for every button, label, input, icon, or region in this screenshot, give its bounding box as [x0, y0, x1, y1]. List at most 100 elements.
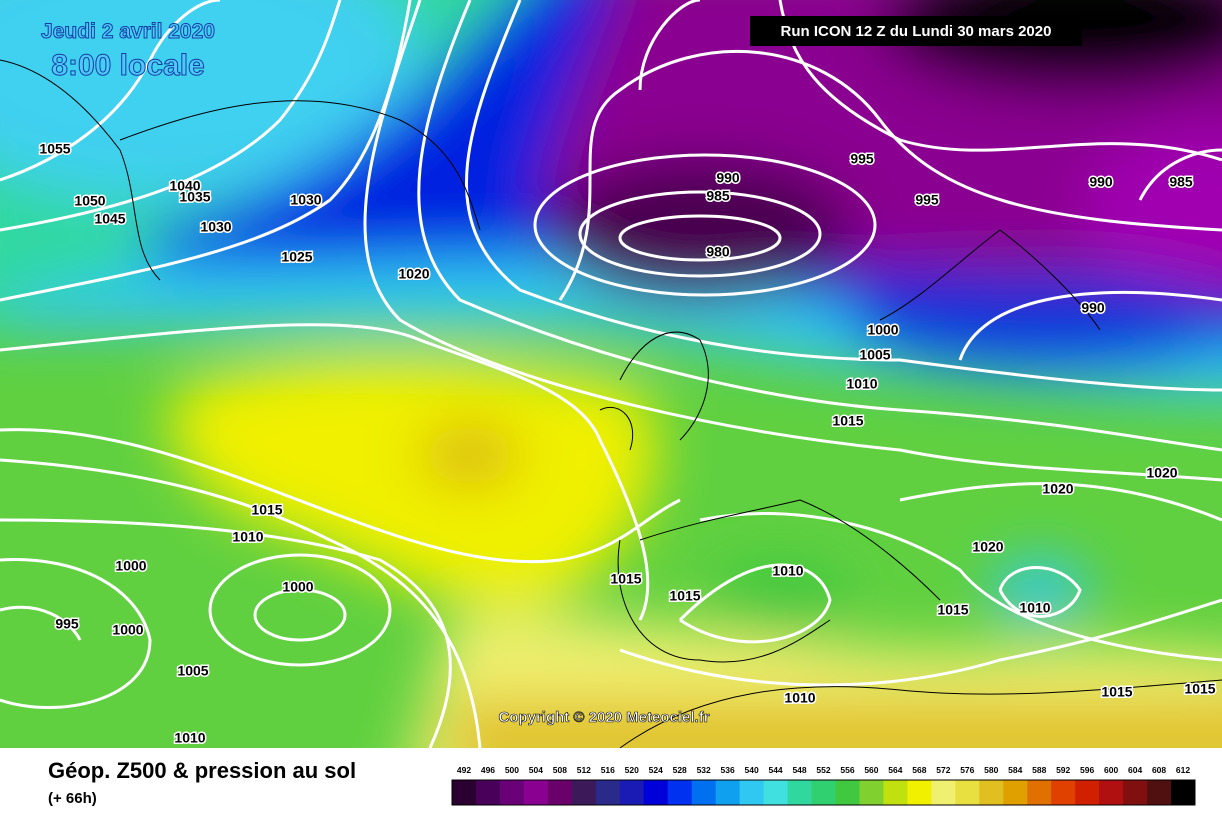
isobar-label: 1005 [177, 663, 208, 679]
colorbar-label: 556 [840, 765, 854, 775]
color-swatch [1123, 780, 1148, 805]
colorbar-frame [451, 779, 1196, 806]
date: Jeudi 2 avril 2020 [41, 20, 215, 43]
isobar-label: 985 [1169, 174, 1193, 190]
isobar-label: 1030 [290, 192, 321, 208]
isobar-label: 1020 [1042, 481, 1073, 497]
colorbar-label: 604 [1128, 765, 1142, 775]
isobar-label: 1020 [1146, 465, 1177, 481]
colorbar-label: 608 [1152, 765, 1166, 775]
color-swatch [907, 780, 932, 805]
colorbar-label: 536 [721, 765, 735, 775]
color-swatch [715, 780, 741, 805]
isobar-label: 1015 [610, 571, 641, 587]
colorbar-label: 572 [936, 765, 950, 775]
colorbar-label: 500 [505, 765, 519, 775]
color-swatch [452, 780, 477, 805]
isobar-label: 1025 [281, 249, 312, 265]
colorbar-label: 504 [529, 765, 543, 775]
colorbar-label: 520 [625, 765, 639, 775]
isobar-label: 1045 [94, 211, 125, 227]
color-swatch [1051, 780, 1076, 805]
colorbar-label: 512 [577, 765, 591, 775]
color-swatch [595, 780, 621, 805]
colorbar-label: 600 [1104, 765, 1118, 775]
isobar-label: 1030 [200, 219, 231, 235]
color-swatch [739, 780, 765, 805]
color-swatch [955, 780, 980, 805]
isobar-label: 1015 [1101, 684, 1132, 700]
isobar-label: 1015 [832, 413, 863, 429]
color-swatch [523, 780, 549, 805]
isobar-label: 1020 [972, 539, 1003, 555]
colorbar-label: 588 [1032, 765, 1046, 775]
isobar-label: 1005 [859, 347, 890, 363]
isobar-label: 995 [55, 616, 79, 632]
colorbar-label: 552 [816, 765, 830, 775]
colorbar-label: 592 [1056, 765, 1070, 775]
colorbar-label: 576 [960, 765, 974, 775]
color-swatch [571, 780, 597, 805]
color-swatch [811, 780, 836, 805]
isobar-label: 1015 [251, 502, 282, 518]
color-swatch [787, 780, 813, 805]
isobar-label: 1055 [39, 141, 70, 157]
colorbar-label: 548 [792, 765, 806, 775]
color-swatch [475, 780, 501, 805]
isobar-label: 1010 [174, 730, 205, 746]
colorbar-label: 524 [649, 765, 663, 775]
isobar-label: 1015 [669, 588, 700, 604]
color-swatch [643, 780, 669, 805]
header: Jeudi 2 avril 2020 8:00 locale Run ICON … [41, 16, 1082, 83]
isobar-label: 1035 [179, 189, 210, 205]
time: 8:00 locale [51, 49, 204, 82]
isobar-label: 1010 [784, 690, 815, 706]
colorbar-label: 568 [912, 765, 926, 775]
color-swatch [691, 780, 717, 805]
isobar-label: 990 [716, 170, 740, 186]
colorbar-label: 612 [1176, 765, 1190, 775]
isobar-label: 1010 [846, 376, 877, 392]
isobar-label: 1010 [772, 563, 803, 579]
isobars [0, 0, 1222, 749]
isobar-label: 1000 [112, 622, 143, 638]
colorbar-label: 584 [1008, 765, 1022, 775]
colorbar-label: 532 [697, 765, 711, 775]
colorbar-label: 564 [888, 765, 902, 775]
isobar-label: 1010 [1019, 600, 1050, 616]
isobar-label: 1015 [1184, 681, 1215, 697]
isobar-label: 1050 [74, 193, 105, 209]
run-box [750, 16, 1082, 46]
color-swatch [859, 780, 884, 805]
colorbar-label: 496 [481, 765, 495, 775]
colorbar-label: 596 [1080, 765, 1094, 775]
color-swatch [1027, 780, 1052, 805]
isobar-label: 995 [915, 192, 939, 208]
color-swatch [1075, 780, 1100, 805]
color-swatch [1003, 780, 1028, 805]
isobar-label: 1000 [867, 322, 898, 338]
color-swatch [979, 780, 1004, 805]
copyright: Copyright © 2020 Meteociel.fr [498, 709, 709, 726]
colorbar-label: 580 [984, 765, 998, 775]
color-swatch [1147, 780, 1172, 805]
color-swatch [931, 780, 956, 805]
isobar-label: 1000 [282, 579, 313, 595]
footer-title: Géop. Z500 & pression au sol [48, 758, 356, 783]
isobar-label: 990 [1081, 300, 1105, 316]
isobar-label: 1040 [169, 178, 200, 194]
coastlines [0, 59, 1222, 749]
colorbar-label: 560 [864, 765, 878, 775]
isobar-label: 990 [1089, 174, 1113, 190]
color-swatch [1171, 780, 1196, 805]
isobar-label: 1010 [232, 529, 263, 545]
color-swatch [835, 780, 860, 805]
color-swatch [499, 780, 525, 805]
colorbar-label: 516 [601, 765, 615, 775]
color-swatch [667, 780, 693, 805]
color-swatch [883, 780, 908, 805]
colorbar: 492 496 500 504 508 512 516 520 524 528 532 536 540 5… [451, 765, 1196, 806]
color-swatch [547, 780, 573, 805]
